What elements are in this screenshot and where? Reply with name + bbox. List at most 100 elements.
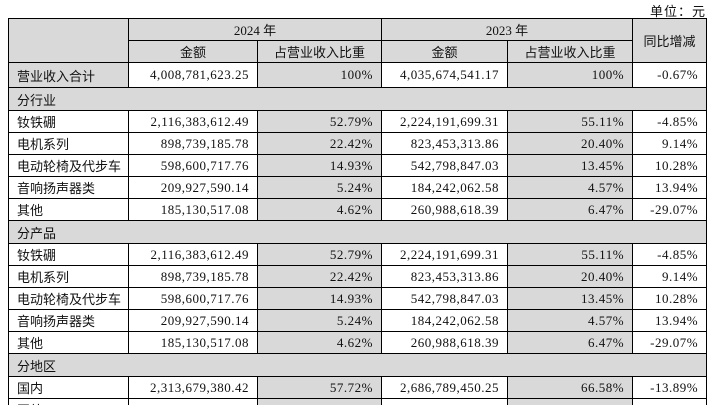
col-header-2023: 2023 年 — [381, 18, 634, 41]
ratio-2023: 20.40% — [507, 132, 634, 155]
row-label: 电动轮椅及代步车 — [8, 154, 129, 177]
ratio-2024: 5.24% — [256, 176, 383, 199]
ratio-2024: 52.79% — [256, 110, 383, 133]
yoy-value: 13.94% — [632, 309, 708, 332]
ratio-2023: 4.57% — [507, 176, 634, 199]
amount-2024: 185,130,517.08 — [128, 198, 258, 221]
yoy-value: -13.89% — [632, 376, 708, 399]
table-row: 其他 185,130,517.08 4.62% 260,988,618.39 6… — [8, 198, 708, 221]
table-row: 电动轮椅及代步车 598,600,717.76 14.93% 542,798,8… — [8, 154, 708, 177]
col-header-2024: 2024 年 — [127, 18, 383, 41]
table-row: 国内 2,313,679,380.42 57.72% 2,686,789,450… — [8, 376, 708, 399]
ratio-2024: 14.93% — [256, 287, 383, 310]
amount-2023: 823,453,313.86 — [381, 132, 509, 155]
section-label: 分地区 — [7, 353, 708, 377]
ratio-2024: 52.79% — [256, 243, 383, 266]
ratio-2024: 4.62% — [256, 331, 383, 354]
amount-2024: 598,600,717.76 — [128, 154, 258, 177]
ratio-2023: 13.45% — [507, 154, 634, 177]
col-header-ratio-2024: 占营业收入比重 — [256, 40, 383, 63]
yoy-value: 25.67% — [632, 398, 708, 405]
amount-2023: 184,242,062.58 — [381, 176, 509, 199]
ratio-2023: 100% — [507, 62, 634, 88]
row-label: 音响扬声器类 — [8, 309, 129, 332]
row-label: 电动轮椅及代步车 — [8, 287, 129, 310]
revenue-breakdown-table: 2024 年 2023 年 同比增减 金额 占营业收入比重 金额 占营业收入比重… — [7, 18, 708, 405]
yoy-value: 9.14% — [632, 132, 708, 155]
table-row: 电动轮椅及代步车 598,600,717.76 14.93% 542,798,8… — [8, 287, 708, 310]
ratio-2023: 20.40% — [507, 265, 634, 288]
amount-2024: 4,008,781,623.25 — [128, 62, 258, 88]
amount-2024: 209,927,590.14 — [128, 309, 258, 332]
amount-2023: 1,348,885,090.92 — [381, 398, 509, 405]
section-label: 分行业 — [7, 87, 708, 111]
table-row-total: 营业收入合计 4,008,781,623.25 100% 4,035,674,5… — [8, 62, 708, 88]
amount-2023: 2,224,191,699.31 — [381, 243, 509, 266]
ratio-2024: 100% — [256, 62, 383, 88]
ratio-2023: 6.47% — [507, 331, 634, 354]
amount-2023: 184,242,062.58 — [381, 309, 509, 332]
ratio-2024: 5.24% — [256, 309, 383, 332]
table-row: 音响扬声器类 209,927,590.14 5.24% 184,242,062.… — [8, 309, 708, 332]
amount-2023: 542,798,847.03 — [381, 287, 509, 310]
ratio-2024: 42.28% — [256, 398, 383, 405]
section-row-by-region: 分地区 — [7, 353, 708, 377]
amount-2024: 2,116,383,612.49 — [128, 110, 258, 133]
ratio-2023: 66.58% — [507, 376, 634, 399]
row-label: 营业收入合计 — [8, 62, 129, 88]
row-label: 国内 — [8, 376, 129, 399]
ratio-2023: 6.47% — [507, 198, 634, 221]
table-row: 钕铁硼 2,116,383,612.49 52.79% 2,224,191,69… — [8, 243, 708, 266]
row-label: 电机系列 — [8, 265, 129, 288]
ratio-2023: 55.11% — [507, 243, 634, 266]
row-label: 钕铁硼 — [8, 110, 129, 133]
yoy-value: -0.67% — [632, 62, 708, 88]
table-row: 钕铁硼 2,116,383,612.49 52.79% 2,224,191,69… — [8, 110, 708, 133]
table-row: 音响扬声器类 209,927,590.14 5.24% 184,242,062.… — [8, 176, 708, 199]
yoy-value: 13.94% — [632, 176, 708, 199]
yoy-value: -29.07% — [632, 331, 708, 354]
row-label: 其他 — [8, 198, 129, 221]
col-header-yoy: 同比增减 — [632, 18, 708, 63]
ratio-2024: 22.42% — [256, 132, 383, 155]
col-header-amount-2024: 金额 — [128, 40, 258, 63]
row-label: 钕铁硼 — [8, 243, 129, 266]
amount-2024: 1,695,102,242.83 — [128, 398, 258, 405]
amount-2024: 898,739,185.78 — [128, 265, 258, 288]
ratio-2024: 57.72% — [256, 376, 383, 399]
amount-2024: 898,739,185.78 — [128, 132, 258, 155]
ratio-2023: 33.42% — [507, 398, 634, 405]
amount-2023: 2,224,191,699.31 — [381, 110, 509, 133]
amount-2023: 823,453,313.86 — [381, 265, 509, 288]
table-row: 电机系列 898,739,185.78 22.42% 823,453,313.8… — [8, 132, 708, 155]
ratio-2024: 4.62% — [256, 198, 383, 221]
section-row-by-product: 分产品 — [7, 220, 708, 244]
amount-2024: 209,927,590.14 — [128, 176, 258, 199]
row-label: 国外 — [8, 398, 129, 405]
table-row: 其他 185,130,517.08 4.62% 260,988,618.39 6… — [8, 331, 708, 354]
yoy-value: 9.14% — [632, 265, 708, 288]
yoy-value: 10.28% — [632, 154, 708, 177]
amount-2023: 2,686,789,450.25 — [381, 376, 509, 399]
yoy-value: -4.85% — [632, 110, 708, 133]
ratio-2024: 14.93% — [256, 154, 383, 177]
ratio-2023: 4.57% — [507, 309, 634, 332]
section-row-by-industry: 分行业 — [7, 87, 708, 111]
yoy-value: -4.85% — [632, 243, 708, 266]
ratio-2024: 22.42% — [256, 265, 383, 288]
ratio-2023: 55.11% — [507, 110, 634, 133]
row-label: 电机系列 — [8, 132, 129, 155]
row-label: 音响扬声器类 — [8, 176, 129, 199]
section-label: 分产品 — [7, 220, 708, 244]
col-header-amount-2023: 金额 — [381, 40, 509, 63]
table-row: 电机系列 898,739,185.78 22.42% 823,453,313.8… — [8, 265, 708, 288]
amount-2024: 185,130,517.08 — [128, 331, 258, 354]
row-label: 其他 — [8, 331, 129, 354]
table-row: 国外 1,695,102,242.83 42.28% 1,348,885,090… — [8, 398, 708, 405]
yoy-value: -29.07% — [632, 198, 708, 221]
amount-2024: 2,116,383,612.49 — [128, 243, 258, 266]
col-header-ratio-2023: 占营业收入比重 — [507, 40, 634, 63]
amount-2023: 260,988,618.39 — [381, 198, 509, 221]
amount-2024: 598,600,717.76 — [128, 287, 258, 310]
